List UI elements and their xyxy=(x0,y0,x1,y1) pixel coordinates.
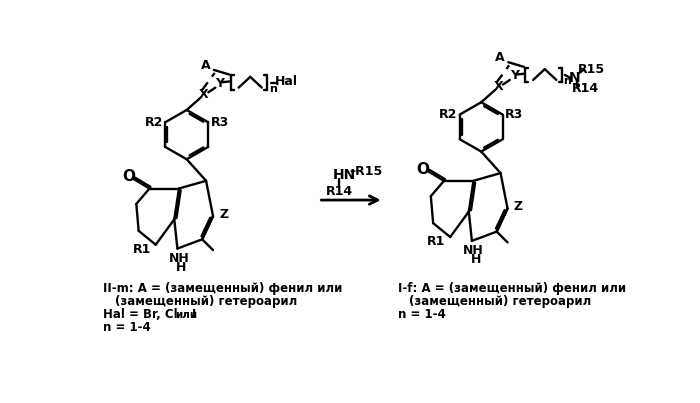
Text: R3: R3 xyxy=(211,116,229,129)
Text: R14: R14 xyxy=(326,185,353,198)
Text: R14: R14 xyxy=(571,82,598,95)
Text: A: A xyxy=(200,59,210,72)
Text: H: H xyxy=(176,261,186,274)
Text: A: A xyxy=(495,51,505,64)
Text: O: O xyxy=(122,169,135,185)
Text: Hal = Br, Cl: Hal = Br, Cl xyxy=(103,308,178,321)
Text: Y: Y xyxy=(510,69,519,82)
Text: Hal: Hal xyxy=(274,75,298,88)
Text: NH: NH xyxy=(169,252,189,265)
Text: X: X xyxy=(199,88,209,101)
Text: n = 1-4: n = 1-4 xyxy=(398,308,445,321)
Text: R3: R3 xyxy=(505,108,524,121)
Text: (замещенный) гетероарил: (замещенный) гетероарил xyxy=(409,295,592,308)
Text: R2: R2 xyxy=(144,116,163,129)
Text: I-f: A = (замещенный) фенил или: I-f: A = (замещенный) фенил или xyxy=(398,282,626,295)
Text: –R15: –R15 xyxy=(349,165,383,178)
Text: R15: R15 xyxy=(578,62,605,76)
Text: II-m: A = (замещенный) фенил или: II-m: A = (замещенный) фенил или xyxy=(103,282,342,295)
Text: X: X xyxy=(494,80,503,93)
Text: N: N xyxy=(568,71,580,85)
Text: R2: R2 xyxy=(439,108,457,121)
Text: H: H xyxy=(470,253,481,266)
Text: или: или xyxy=(175,310,197,320)
Text: Z: Z xyxy=(514,200,523,214)
Text: n = 1-4: n = 1-4 xyxy=(103,321,150,334)
Text: O: O xyxy=(416,162,430,177)
Text: HN: HN xyxy=(332,168,356,183)
Text: R1: R1 xyxy=(427,235,445,248)
Text: Y: Y xyxy=(216,77,225,89)
Text: R1: R1 xyxy=(132,243,151,256)
Text: Z: Z xyxy=(219,208,228,221)
Text: (замещенный) гетероарил: (замещенный) гетероарил xyxy=(115,295,297,308)
Text: n: n xyxy=(564,77,571,87)
Text: NH: NH xyxy=(463,244,484,258)
Text: n: n xyxy=(269,84,276,94)
Text: I: I xyxy=(192,308,197,321)
